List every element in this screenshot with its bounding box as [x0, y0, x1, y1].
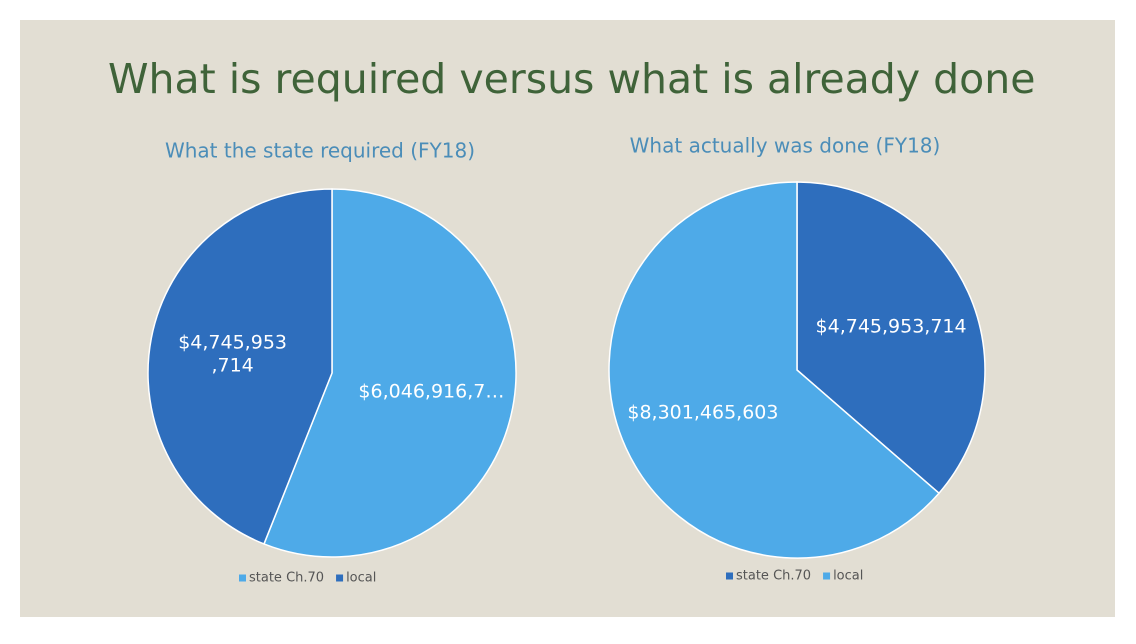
pie-slice [796, 181, 986, 495]
pie-slice [608, 181, 941, 559]
data-label: $4,745,953,714 [178, 331, 287, 376]
pie-slice [147, 188, 333, 545]
data-label: $6,046,916,7… [358, 381, 504, 403]
legend-swatch [823, 572, 831, 580]
legend-label: local [346, 571, 376, 586]
slide-title: What is required versus what is already … [108, 55, 1035, 103]
legend-label: state Ch.70 [249, 571, 324, 586]
legend-swatch [726, 572, 733, 580]
data-label: $4,745,953,714 [816, 316, 967, 338]
chart-title: What actually was done (FY18) [630, 134, 941, 158]
legend-swatch [239, 574, 246, 582]
legend-label: state Ch.70 [736, 569, 811, 584]
chart-title: What the state required (FY18) [165, 139, 475, 163]
legend-swatch [336, 574, 344, 582]
legend-label: local [833, 569, 863, 584]
data-label: $8,301,465,603 [627, 401, 778, 423]
pie-slice [263, 188, 517, 558]
